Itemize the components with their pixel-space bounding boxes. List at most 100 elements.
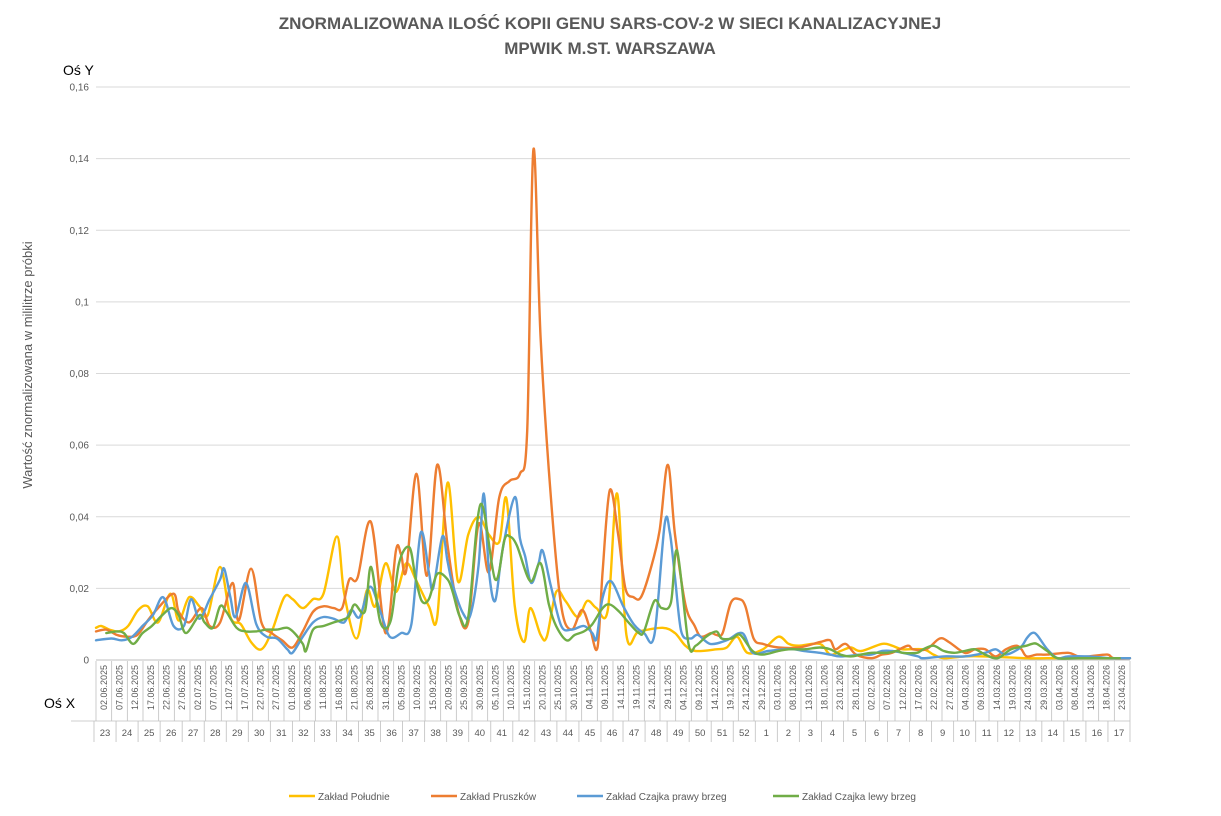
x-tick-label: 13.01.2026 <box>804 665 814 710</box>
x-tick-label: 11.08.2025 <box>318 665 328 709</box>
week-label: 9 <box>940 728 945 739</box>
x-tick-label: 05.09.2025 <box>397 665 407 710</box>
x-tick-label: 15.10.2025 <box>522 665 532 710</box>
week-label: 7 <box>896 728 901 739</box>
x-tick-label: 10.10.2025 <box>506 665 516 710</box>
x-tick-label: 27.02.2026 <box>945 665 955 710</box>
legend-label: Zakład Pruszków <box>460 792 537 803</box>
week-label: 33 <box>320 728 331 739</box>
week-label: 35 <box>364 728 375 739</box>
series-lines <box>94 147 1132 660</box>
week-label: 32 <box>298 728 309 739</box>
y-tick-label: 0,06 <box>70 441 90 452</box>
x-tick-label: 25.09.2025 <box>459 665 469 710</box>
week-label: 23 <box>100 728 111 739</box>
x-tick-label: 19.03.2026 <box>1008 665 1018 710</box>
week-label: 42 <box>519 728 530 739</box>
x-tick-label: 23.04.2026 <box>1117 665 1127 710</box>
legend-label: Zakład Czajka prawy brzeg <box>606 792 727 803</box>
x-tick-label: 04.03.2026 <box>961 665 971 710</box>
x-tick-label: 01.08.2025 <box>287 665 297 710</box>
x-tick-label: 08.04.2026 <box>1070 665 1080 710</box>
x-axis-name: Oś X <box>44 695 76 711</box>
x-tick-label: 23.01.2026 <box>835 665 845 710</box>
x-tick-label: 27.07.2025 <box>271 665 281 710</box>
chart-title-line-2: MPWIK M.ST. WARSZAWA <box>504 39 716 58</box>
week-label: 36 <box>386 728 397 739</box>
week-label: 29 <box>232 728 243 739</box>
week-label: 24 <box>122 728 133 739</box>
week-label: 5 <box>852 728 857 739</box>
x-tick-label: 22.06.2025 <box>162 665 172 710</box>
week-label: 30 <box>254 728 265 739</box>
x-tick-label: 22.07.2025 <box>256 665 266 710</box>
week-label: 25 <box>144 728 155 739</box>
y-tick-label: 0,12 <box>70 226 90 237</box>
x-tick-label: 29.03.2026 <box>1039 665 1049 710</box>
week-label: 12 <box>1003 728 1014 739</box>
week-label: 40 <box>474 728 485 739</box>
x-tick-label: 18.04.2026 <box>1102 665 1112 710</box>
x-tick-label: 14.12.2025 <box>710 665 720 710</box>
x-tick-label: 08.01.2026 <box>788 665 798 710</box>
week-label: 16 <box>1092 728 1103 739</box>
week-label: 15 <box>1070 728 1081 739</box>
x-tick-label: 25.10.2025 <box>553 665 563 710</box>
week-label: 28 <box>210 728 221 739</box>
week-label: 10 <box>959 728 970 739</box>
week-label: 50 <box>695 728 706 739</box>
x-tick-label: 04.11.2025 <box>585 665 595 709</box>
legend-label: Zakład Południe <box>318 792 390 803</box>
week-label: 49 <box>673 728 684 739</box>
y-tick-label: 0,14 <box>70 154 90 165</box>
x-tick-label: 03.04.2026 <box>1055 665 1065 710</box>
x-tick-label: 17.02.2026 <box>914 665 924 710</box>
x-tick-label: 12.07.2025 <box>224 665 234 710</box>
week-label: 44 <box>563 728 574 739</box>
legend-label: Zakład Czajka lewy brzeg <box>802 792 916 803</box>
week-label: 34 <box>342 728 353 739</box>
chart-title-line-1: ZNORMALIZOWANA ILOŚĆ KOPII GENU SARS-COV… <box>279 14 941 33</box>
x-tick-label: 07.06.2025 <box>115 665 125 710</box>
y-tick-label: 0,04 <box>70 512 90 523</box>
week-label: 31 <box>276 728 287 739</box>
x-tick-label: 12.02.2026 <box>898 665 908 710</box>
x-tick-label: 26.08.2025 <box>365 665 375 710</box>
x-tick-label: 10.09.2025 <box>412 665 422 710</box>
x-tick-label: 19.11.2025 <box>632 665 642 709</box>
x-tick-label: 18.01.2026 <box>820 665 830 710</box>
week-label: 51 <box>717 728 728 739</box>
x-axis: 02.06.2025 07.06.2025 12.06.2025 17.06.2025… <box>71 661 1131 742</box>
x-tick-label: 19.12.2025 <box>726 665 736 710</box>
week-label: 26 <box>166 728 177 739</box>
x-tick-label: 24.12.2025 <box>741 665 751 710</box>
x-tick-label: 14.03.2026 <box>992 665 1002 710</box>
x-tick-label: 24.03.2026 <box>1023 665 1033 710</box>
x-tick-label: 02.06.2025 <box>99 665 109 710</box>
x-tick-label: 27.06.2025 <box>177 665 187 710</box>
y-tick-label: 0,1 <box>75 297 89 308</box>
week-label: 6 <box>874 728 879 739</box>
y-axis-name: Oś Y <box>63 62 95 78</box>
x-tick-label: 30.09.2025 <box>475 665 485 710</box>
x-tick-label: 02.02.2026 <box>867 665 877 710</box>
week-label: 2 <box>786 728 791 739</box>
week-label: 37 <box>408 728 419 739</box>
week-label: 41 <box>496 728 507 739</box>
x-tick-label: 06.08.2025 <box>303 665 313 710</box>
y-tick-label: 0,08 <box>70 369 90 380</box>
series-line-3 <box>94 492 1132 660</box>
x-tick-label: 15.09.2025 <box>428 665 438 710</box>
week-label: 45 <box>585 728 596 739</box>
week-label: 47 <box>629 728 640 739</box>
x-tick-label: 09.11.2025 <box>600 665 610 709</box>
x-tick-label: 13.04.2026 <box>1086 665 1096 710</box>
week-label: 3 <box>808 728 813 739</box>
week-label: 52 <box>739 728 750 739</box>
x-tick-label: 21.08.2025 <box>350 665 360 710</box>
x-tick-label: 20.09.2025 <box>444 665 454 710</box>
week-label: 27 <box>188 728 199 739</box>
y-tick-label: 0,02 <box>70 584 90 595</box>
x-tick-label: 17.06.2025 <box>146 665 156 710</box>
